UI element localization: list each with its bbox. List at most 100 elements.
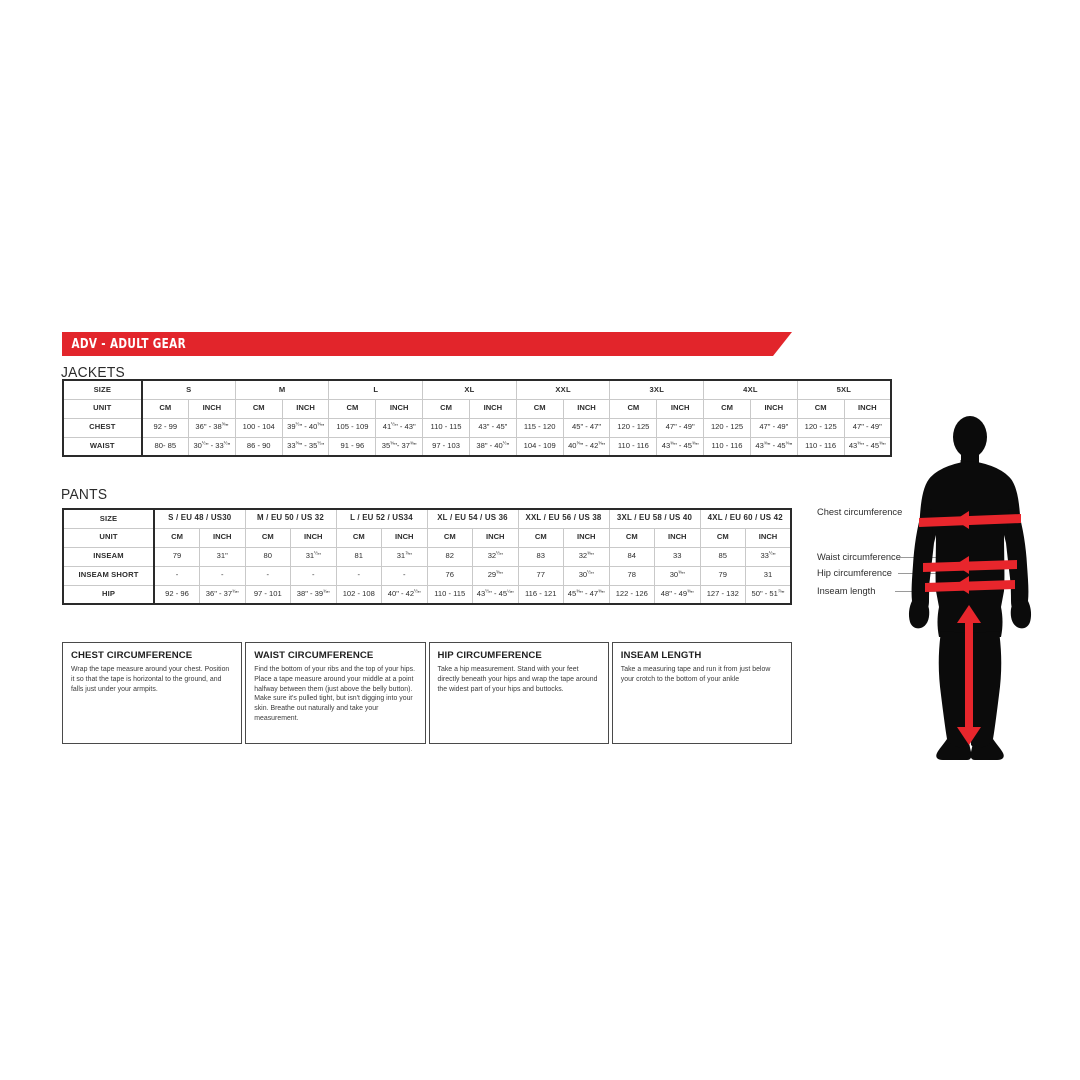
measurement-value-cell: 47" - 49" [656,417,705,438]
measurement-value-cell: - [153,565,200,586]
unit-column-header: INCH [281,398,330,419]
measurement-value-cell: 86 - 90 [234,436,283,457]
unit-column-header: INCH [375,398,424,419]
figure-label-hip: Hip circumference [817,568,892,578]
unit-column-header: INCH [199,527,246,548]
measurement-value-cell: 110 - 116 [796,436,845,457]
size-column-header: 5XL [796,379,892,400]
table-header-row-unit: UNIT CM INCH CM INCH CM INCH CM INCH CM INCH CM INCH… [62,527,792,548]
unit-column-header: CM [422,398,470,419]
size-column-header: S / EU 48 / US30 [153,508,246,529]
pants-section-heading: PANTS [61,487,108,503]
measurement-value-cell: 40" - 42½" [381,584,428,605]
measurement-value-cell: 33⅝" - 35½" [281,436,330,457]
unit-column-header: INCH [472,527,519,548]
measurement-instructions: CHEST CIRCUMFERENCE Wrap the tape measure… [62,642,792,744]
unit-column-header: INCH [468,398,517,419]
instruction-title: WAIST CIRCUMFERENCE [254,650,374,661]
instruction-box: CHEST CIRCUMFERENCE Wrap the tape measure… [62,642,243,744]
table-row: WAIST 80- 85 30½" - 33½" 86 - 90 33⅝" - 35½"… [62,436,892,457]
unit-column-header: CM [328,398,377,419]
measurement-value-cell: 29⅝" [472,565,519,586]
measurement-value-cell: 116 - 121 [517,584,564,605]
measurement-value-cell: 31⅞" [381,546,428,567]
size-column-header: M / EU 50 / US 32 [244,508,337,529]
measurement-value-cell: 76 [426,565,473,586]
measurement-value-cell: 48" - 49⅜" [654,584,701,605]
measurement-value-cell: 104 - 109 [515,436,564,457]
banner-title: ADV - ADULT GEAR [71,336,186,352]
measurement-value-cell: 100 - 104 [234,417,283,438]
measurement-row-label: WAIST [62,436,143,457]
measurement-value-cell: 41½" - 43" [375,417,424,438]
measurement-value-cell: 85 [699,546,746,567]
jackets-section-heading: JACKETS [61,365,126,381]
measurement-value-cell: 80- 85 [141,436,189,457]
table-corner-size-label: SIZE [62,379,143,400]
measurement-value-cell: 92 - 99 [141,417,189,438]
size-column-header: 4XL [703,379,798,400]
measurement-value-cell: 79 [699,565,746,586]
unit-column-header: CM [234,398,283,419]
unit-column-header: INCH [749,398,798,419]
instruction-body: Take a hip measurement. Stand with your … [437,666,598,693]
instruction-title: HIP CIRCUMFERENCE [437,650,542,661]
measurement-value-cell: 43" - 45" [468,417,517,438]
size-column-header: 3XL / EU 58 / US 40 [608,508,701,529]
measurement-value-cell: 39½" - 40⅝" [281,417,330,438]
figure-label-chest: Chest circumference [817,507,903,517]
unit-column-header: INCH [654,527,701,548]
table-unit-label: UNIT [62,398,143,419]
instruction-body: Wrap the tape measure around your chest.… [71,666,230,693]
size-column-header: 3XL [609,379,705,400]
measurement-value-cell: 78 [608,565,655,586]
measurement-value-cell: 83 [517,546,564,567]
instruction-box: WAIST CIRCUMFERENCE Find the bottom of yo… [245,642,426,744]
unit-column-header: CM [703,398,751,419]
measurement-value-cell: 97 - 101 [244,584,291,605]
size-column-header: S [141,379,236,400]
unit-column-header: CM [699,527,746,548]
instruction-title: INSEAM LENGTH [620,650,702,661]
measurement-value-cell: 45" - 47" [562,417,611,438]
measurement-value-cell: 120 - 125 [796,417,845,438]
measurement-value-cell: 36" - 38⅝" [187,417,236,438]
unit-column-header: CM [515,398,564,419]
instruction-title: CHEST CIRCUMFERENCE [71,650,193,661]
size-column-header: 4XL / EU 60 / US 42 [699,508,792,529]
unit-column-header: INCH [843,398,892,419]
size-column-header: L [328,379,424,400]
measurement-value-cell: - [244,565,291,586]
unit-column-header: CM [141,398,189,419]
size-column-header: L / EU 52 / US34 [335,508,428,529]
unit-column-header: INCH [381,527,428,548]
measurement-value-cell: 110 - 115 [426,584,473,605]
measurement-value-cell: 33 [654,546,701,567]
size-column-header: XXL [515,379,611,400]
unit-column-header: INCH [562,398,611,419]
measurement-value-cell: 33½" [745,546,792,567]
unit-column-header: INCH [656,398,705,419]
table-row: INSEAM SHORT - - - - - -76 29⅝" 77 30½" 78 30⅜" 79 31 [62,565,792,586]
measurement-value-cell: 45⅜" - 47⅜" [563,584,610,605]
figure-label-waist: Waist circumference [817,552,901,562]
measurement-value-cell: 30⅜" [654,565,701,586]
measurement-value-cell: 31½" [290,546,337,567]
measurement-value-cell: 31 [745,565,792,586]
measurement-value-cell: - [199,565,246,586]
table-row: INSEAM 79 31" 80 31½" 81 31⅞" 82 32½" 83 32⅜" 84 33 8… [62,546,792,567]
size-column-header: M [234,379,330,400]
inseam-measure-arrow [957,605,981,745]
size-column-header: XXL / EU 56 / US 38 [517,508,610,529]
instruction-body: Take a measuring tape and run it from ju… [620,666,771,683]
table-row: CHEST 92 - 99 36" - 38⅝" 100 - 104 39½" - 40… [62,417,892,438]
measurement-row-label: CHEST [62,417,143,438]
table-corner-size-label: SIZE [62,508,155,529]
measurement-row-label: INSEAM SHORT [62,565,155,586]
unit-column-header: CM [335,527,382,548]
unit-column-header: CM [517,527,564,548]
hip-measure-arrow [925,576,1015,594]
unit-column-header: CM [796,398,845,419]
measurement-value-cell: 84 [608,546,655,567]
